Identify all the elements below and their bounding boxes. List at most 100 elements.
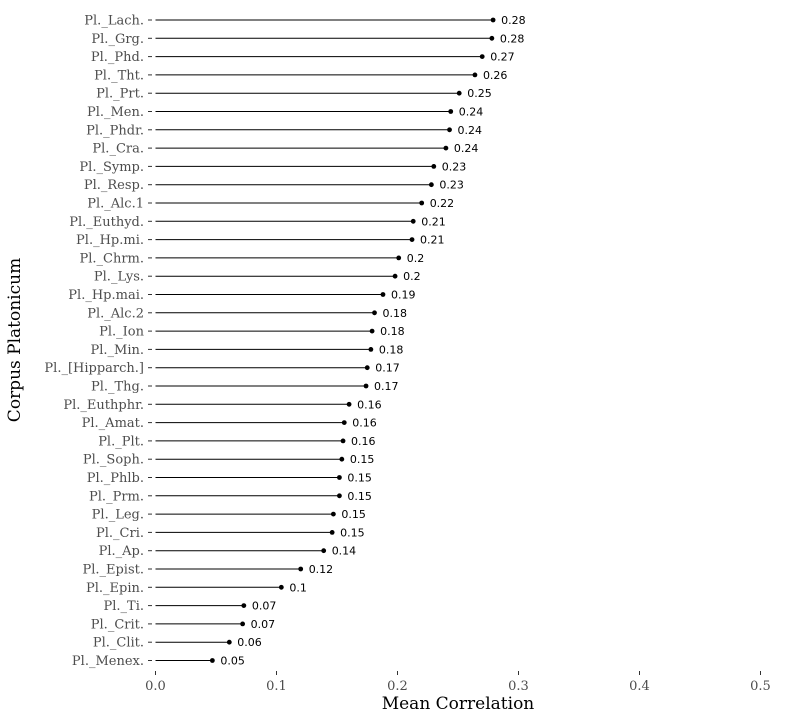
data-label: 0.23	[442, 160, 467, 173]
y-tick-label: Pl._Cri.	[96, 526, 144, 541]
lollipop-point	[368, 347, 374, 352]
data-label: 0.27	[490, 51, 515, 64]
data-label: 0.06	[237, 636, 262, 649]
lollipop-point	[298, 566, 304, 572]
y-tick-label: Pl._Cra.	[92, 142, 144, 157]
lollipop-point	[392, 273, 398, 279]
x-tick-label: 0.2	[387, 679, 408, 694]
y-tick-label: Pl._Prt.	[96, 87, 144, 102]
lollipop-point	[409, 237, 415, 243]
lollipop-point	[489, 35, 495, 41]
y-tick-label: Pl._Symp.	[79, 160, 144, 175]
y-axis: Pl._Lach. Pl._Grg. Pl._Phd. Pl._Tht. Pl._Prt…	[44, 14, 152, 669]
data-label: 0.15	[347, 472, 372, 485]
data-label: 0.24	[459, 106, 484, 119]
data-label: 0.25	[467, 87, 492, 100]
lollipop-point	[341, 420, 347, 425]
data-label: 0.28	[501, 14, 525, 27]
x-tick-label: 0.3	[508, 679, 529, 694]
lollipop-point	[340, 438, 346, 444]
lollipop-point	[337, 475, 342, 480]
lollipop-point	[447, 127, 452, 133]
y-tick-label: Pl._Euthphr.	[63, 398, 144, 413]
y-tick-label: Pl._Chrm.	[79, 251, 144, 266]
y-tick-label: Pl._Prm.	[89, 489, 144, 504]
data-label: 0.21	[421, 215, 446, 228]
x-tick-label: 0.1	[266, 679, 287, 694]
y-tick-label: Pl._Alc.1	[87, 197, 144, 212]
lollipop-point	[329, 530, 335, 535]
data-label: 0.12	[309, 563, 334, 576]
data-label: 0.2	[403, 270, 421, 283]
y-tick-label: Pl._Lys.	[94, 270, 144, 285]
data-label: 0.23	[439, 179, 464, 192]
data-label: 0.16	[357, 398, 382, 411]
lollipop-point	[346, 401, 352, 407]
lollipop-point	[396, 255, 402, 261]
x-tick-label: 0.5	[750, 679, 771, 694]
y-tick-label: Pl._Amat.	[82, 416, 144, 431]
y-tick-label: Pl._Clit.	[93, 636, 144, 651]
y-tick-label: Pl._Ap.	[99, 544, 144, 559]
lollipop-point	[419, 200, 425, 206]
y-tick-label: Pl._Soph.	[83, 453, 144, 468]
y-tick-label: Pl._Tht.	[94, 68, 144, 83]
y-tick-label: Pl._Thg.	[91, 380, 144, 395]
lollipop-point	[479, 54, 485, 59]
lollipop-point	[240, 621, 246, 627]
data-label: 0.15	[340, 526, 365, 539]
lollipop-point	[428, 182, 434, 188]
y-tick-label: Pl._Plt.	[98, 434, 144, 449]
data-label: 0.18	[383, 307, 408, 320]
y-tick-label: Pl._Epist.	[82, 563, 144, 578]
data-label: 0.15	[341, 508, 366, 521]
x-tick-label: 0.4	[629, 679, 650, 694]
y-tick-label: Pl._Ti.	[104, 599, 145, 614]
data-label: 0.1	[289, 581, 307, 594]
y-tick-label: Pl._Grg.	[91, 32, 144, 47]
data-label: 0.16	[351, 435, 376, 448]
data-label: 0.22	[430, 197, 455, 210]
data-label: 0.28	[500, 32, 525, 45]
data-label: 0.15	[347, 490, 372, 503]
lollipop-point	[241, 603, 247, 608]
lollipop-point	[369, 328, 375, 334]
y-tick-label: Pl._Phd.	[91, 50, 144, 65]
lollipop-point	[337, 493, 342, 499]
lollipop-point	[339, 456, 345, 462]
x-tick-label: 0.0	[145, 679, 166, 694]
y-tick-label: Pl._Euthyd.	[69, 215, 144, 230]
data-label: 0.17	[375, 362, 400, 375]
data-label: 0.18	[379, 343, 404, 356]
y-tick-label: Pl._Alc.2	[87, 306, 144, 321]
lollipop-point	[472, 72, 478, 78]
lollipop-point	[410, 218, 416, 224]
lollipop-point	[443, 145, 449, 151]
data-label: 0.16	[352, 417, 377, 430]
y-tick-label: Pl._Menex.	[72, 654, 144, 669]
lollipop-point	[448, 109, 454, 114]
data-label: 0.19	[391, 289, 416, 302]
y-tick-label: Pl._Hp.mi.	[76, 233, 144, 248]
y-axis-title: Corpus Platonicum	[5, 258, 25, 422]
lollipop-point	[372, 310, 377, 316]
lollipop-point	[380, 292, 386, 297]
data-label: 0.05	[220, 655, 245, 668]
data-label: 0.14	[332, 545, 357, 558]
data-label: 0.18	[380, 325, 405, 338]
lollipop-point	[330, 511, 336, 517]
x-axis: 0.0 0.1 0.2 0.3 0.4 0.5	[145, 671, 771, 694]
y-tick-label: Pl._Min.	[90, 343, 144, 358]
y-tick-label: Pl._Men.	[87, 105, 144, 120]
y-tick-label: Pl._Hp.mai.	[68, 288, 144, 303]
data-label: 0.21	[420, 234, 445, 247]
y-tick-label: Pl._Leg.	[92, 508, 144, 523]
lollipop-point	[278, 584, 284, 590]
y-tick-label: Pl._Resp.	[84, 178, 144, 193]
lollipop-point	[363, 383, 369, 389]
y-tick-label: Pl._Lach.	[84, 14, 144, 29]
lollipop-point	[431, 164, 437, 169]
y-tick-label: Pl._Phdr.	[86, 123, 144, 138]
lollipop-point	[209, 658, 215, 663]
